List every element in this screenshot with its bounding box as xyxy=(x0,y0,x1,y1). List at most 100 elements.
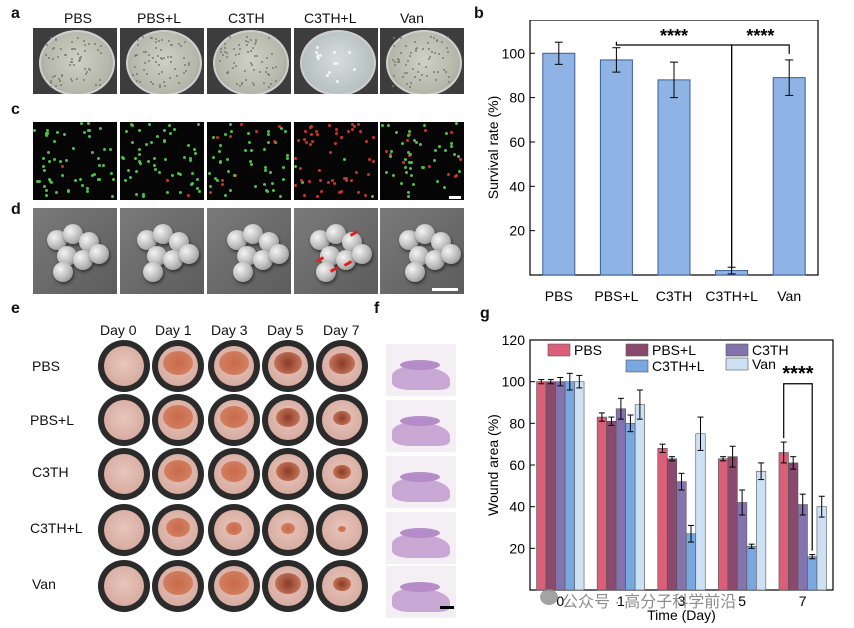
colony-dot xyxy=(393,60,396,63)
stained-cell-dot xyxy=(317,169,321,173)
colony-dot xyxy=(437,70,440,73)
stained-cell-dot xyxy=(91,174,95,178)
bar xyxy=(807,556,818,591)
colony-dot xyxy=(410,82,413,85)
panel-letter-b: b xyxy=(474,5,484,22)
colony-dot xyxy=(157,54,160,57)
colony-dot xyxy=(73,64,76,67)
colony-dot xyxy=(51,48,54,51)
colony-dot xyxy=(180,44,183,47)
stained-cell-dot xyxy=(333,141,337,145)
significance-label: **** xyxy=(746,26,774,46)
stained-cell-dot xyxy=(110,172,114,176)
colony-dot xyxy=(264,71,267,74)
fluorescence-scale-bar xyxy=(449,196,461,199)
histology-image xyxy=(386,344,456,396)
stained-cell-dot xyxy=(279,127,283,131)
epidermis-layer xyxy=(400,582,440,592)
colony-dot xyxy=(272,66,275,69)
day-label-0: Day 0 xyxy=(100,322,137,338)
stained-cell-dot xyxy=(346,130,350,134)
significance-label: **** xyxy=(782,363,813,385)
wound-photo xyxy=(208,504,260,556)
wound-lesion xyxy=(274,352,302,375)
stained-cell-dot xyxy=(138,159,142,163)
stained-cell-dot xyxy=(247,131,251,135)
stained-cell-dot xyxy=(296,138,300,142)
stained-cell-dot xyxy=(111,194,115,198)
colony-dot xyxy=(53,74,56,77)
colony-dot xyxy=(157,39,160,42)
bar xyxy=(599,59,633,276)
colony-dot xyxy=(336,79,340,83)
colony-dot xyxy=(58,77,61,80)
wound-photo xyxy=(98,560,150,612)
colony-dot xyxy=(401,75,404,78)
stained-cell-dot xyxy=(419,142,423,146)
colony-dot xyxy=(151,37,154,40)
colony-dot xyxy=(154,37,157,40)
colony-dot xyxy=(412,67,414,70)
bacterium-sphere xyxy=(57,246,77,266)
colony-dot xyxy=(160,71,163,74)
stained-cell-dot xyxy=(399,181,403,185)
wound-lesion xyxy=(276,462,300,482)
colony-dot xyxy=(236,83,239,86)
x-tick-label: 5 xyxy=(738,593,746,609)
epidermis-layer xyxy=(400,472,440,482)
wound-bed xyxy=(104,510,144,550)
bacterium-sphere xyxy=(399,230,419,250)
wound-lesion xyxy=(333,411,351,426)
stained-cell-dot xyxy=(364,193,368,197)
stained-cell-dot xyxy=(186,194,190,198)
sem-image xyxy=(294,208,378,294)
stained-cell-dot xyxy=(283,129,287,133)
colony-dot xyxy=(239,84,242,87)
wound-photo xyxy=(316,560,368,612)
y-tick-label: 40 xyxy=(509,178,525,194)
colony-dot xyxy=(250,38,253,41)
bar xyxy=(756,470,767,591)
stained-cell-dot xyxy=(409,167,413,171)
stained-cell-dot xyxy=(281,178,285,182)
stained-cell-dot xyxy=(44,134,48,138)
stained-cell-dot xyxy=(166,178,170,182)
stained-cell-dot xyxy=(47,159,51,163)
colony-dot xyxy=(49,37,52,40)
colony-dot xyxy=(414,48,417,51)
colony-dot xyxy=(170,60,173,63)
stained-cell-dot xyxy=(450,144,454,148)
stained-cell-dot xyxy=(332,182,336,186)
stained-cell-dot xyxy=(44,193,48,197)
stained-cell-dot xyxy=(406,138,410,142)
colony-dot xyxy=(161,58,164,61)
group-title-c3th-l: C3TH+L xyxy=(304,10,357,26)
y-tick-label: 20 xyxy=(509,540,525,556)
colony-dot xyxy=(403,72,406,75)
sem-image xyxy=(207,208,291,294)
stained-cell-dot xyxy=(111,178,115,182)
stained-cell-dot xyxy=(263,183,267,187)
stained-cell-dot xyxy=(278,194,282,198)
colony-dot xyxy=(183,64,186,67)
wound-lesion xyxy=(333,577,351,592)
legend-swatch xyxy=(625,359,649,373)
colony-dot xyxy=(445,47,448,50)
y-axis-label: Survival rate (%) xyxy=(485,96,501,199)
colony-dot xyxy=(405,83,408,86)
stained-cell-dot xyxy=(218,160,222,164)
colony-dot xyxy=(163,85,166,88)
stained-cell-dot xyxy=(411,182,415,186)
stained-cell-dot xyxy=(196,177,199,181)
colony-dot xyxy=(57,55,60,58)
stained-cell-dot xyxy=(53,139,57,143)
legend-swatch xyxy=(725,357,749,371)
colony-dot xyxy=(247,51,249,54)
stained-cell-dot xyxy=(187,143,191,147)
stained-cell-dot xyxy=(134,169,138,173)
x-tick-label: 0 xyxy=(556,593,564,609)
y-tick-label: 20 xyxy=(509,223,525,239)
stained-cell-dot xyxy=(226,157,230,161)
wound-area-chart: 20 40 60 80 100 120 0 1 3 5 7 Time (Day) Wound area … xyxy=(485,332,834,623)
stained-cell-dot xyxy=(304,141,308,145)
